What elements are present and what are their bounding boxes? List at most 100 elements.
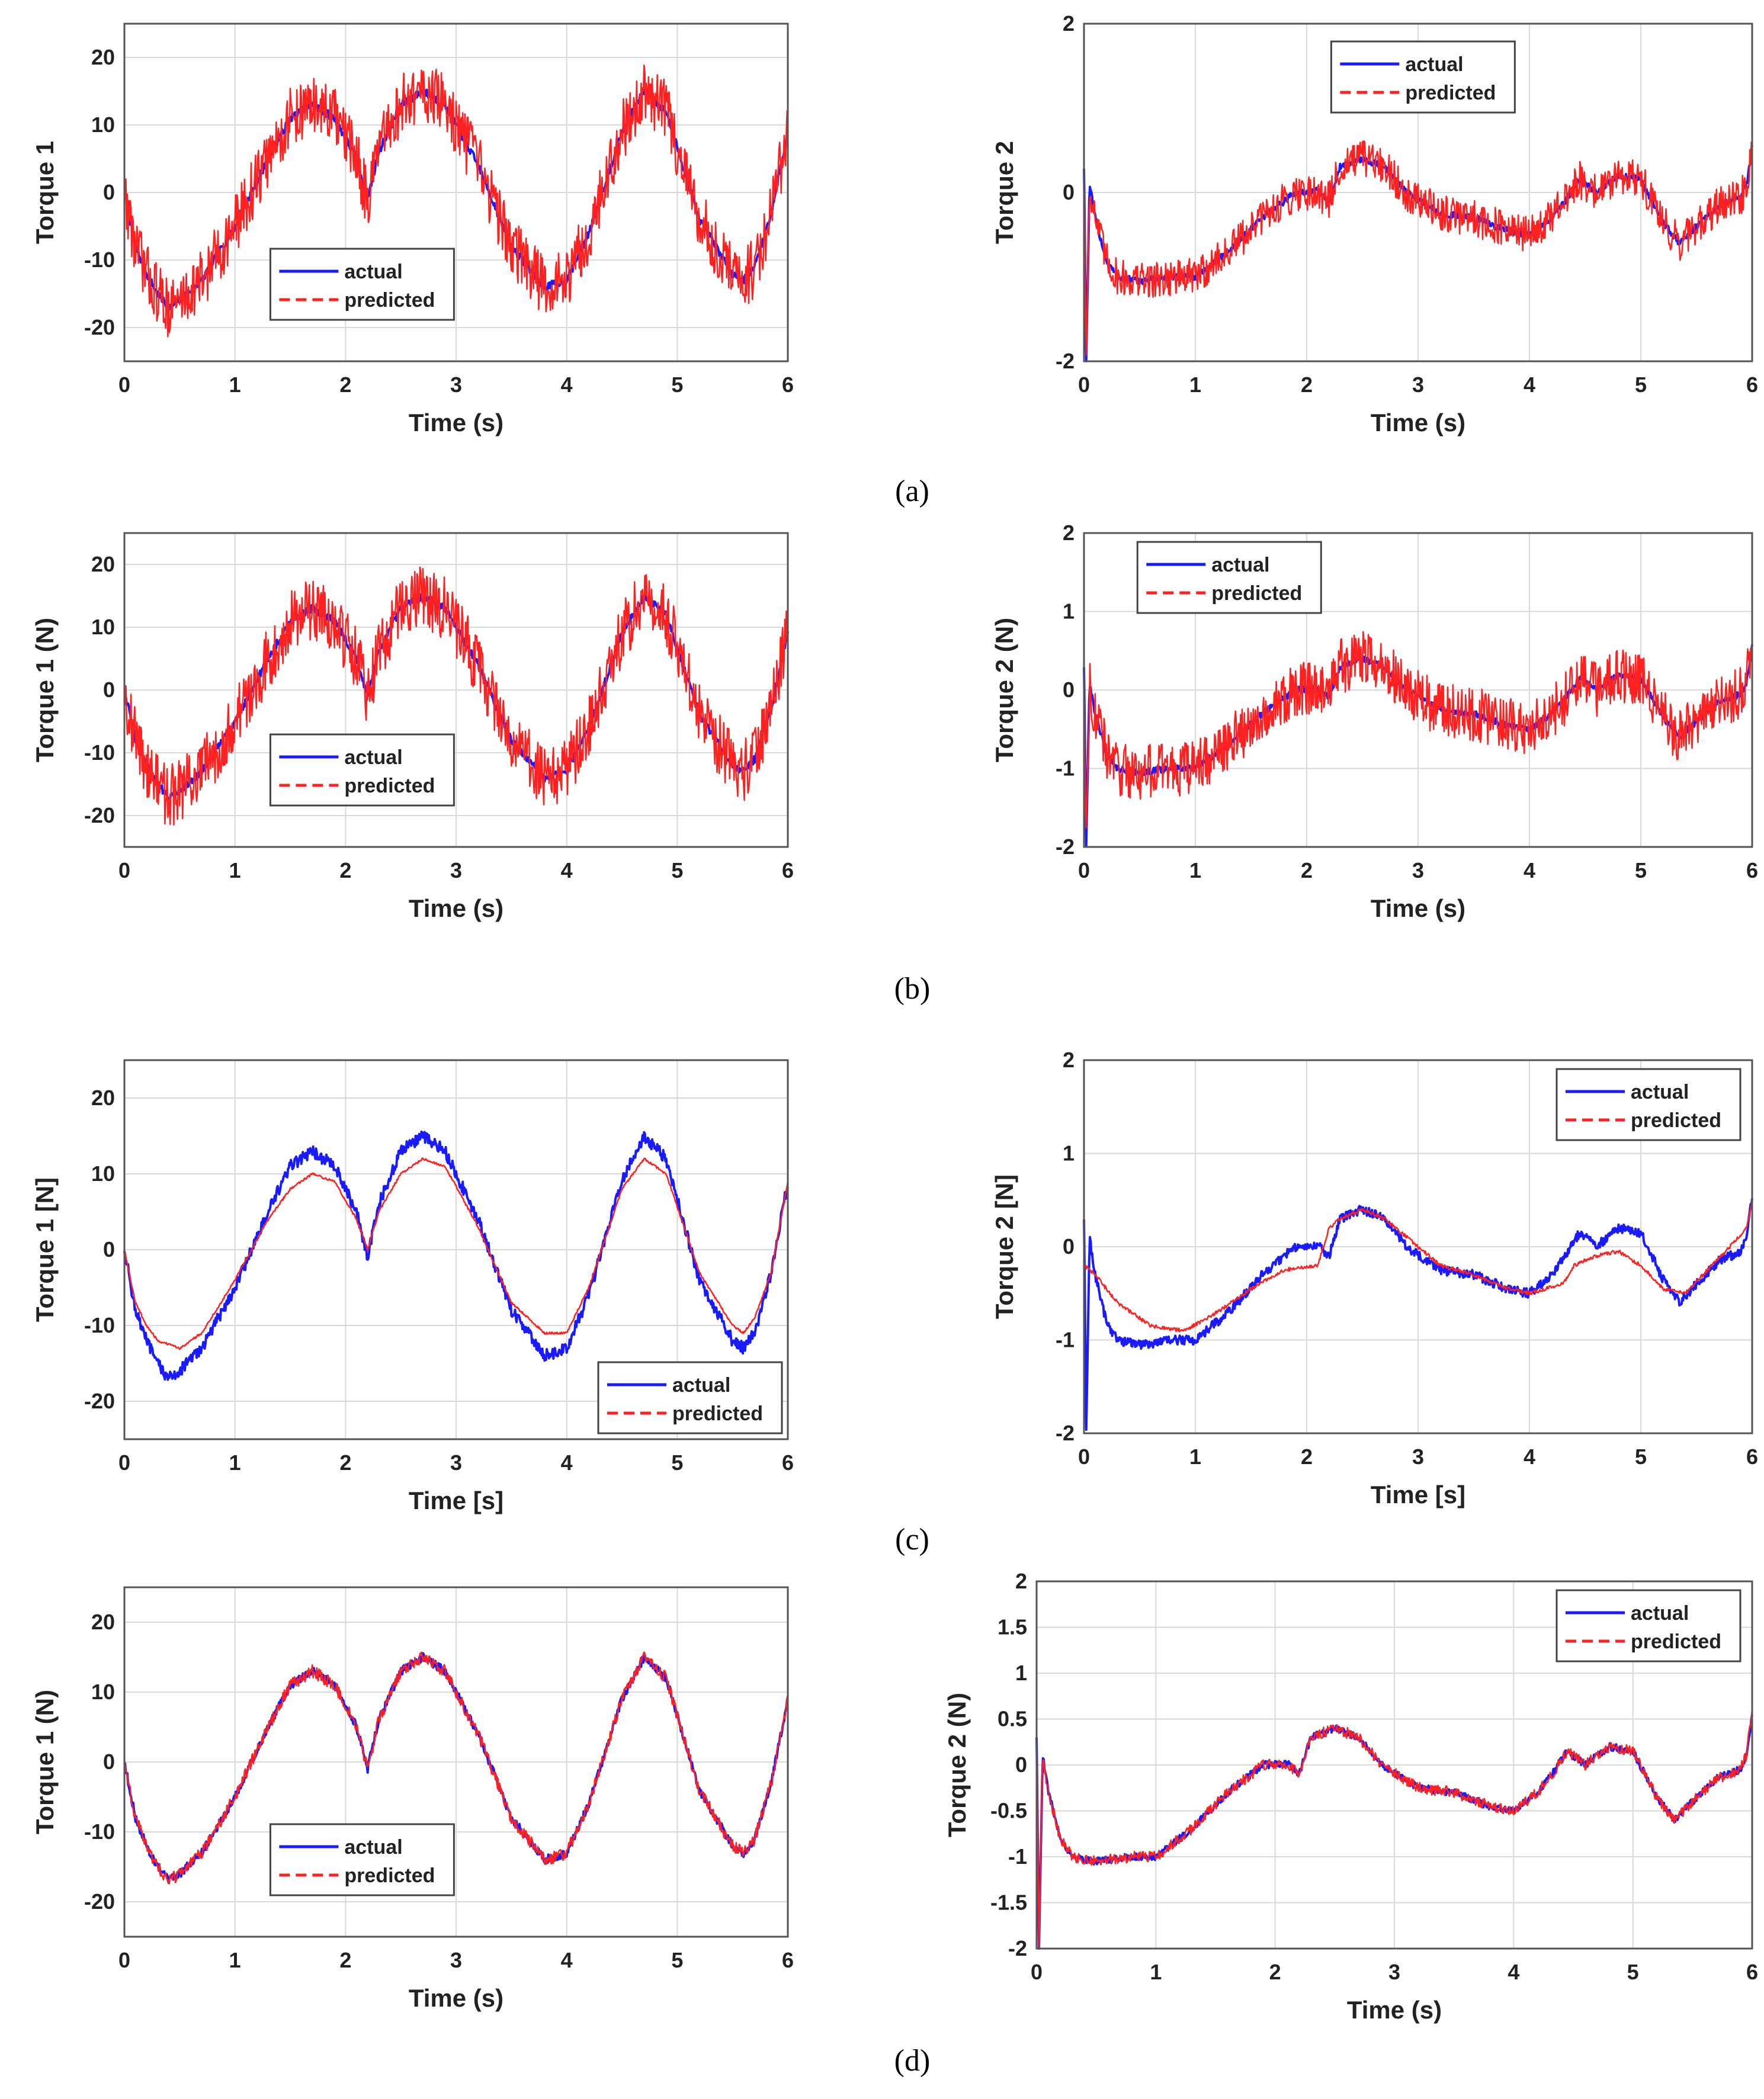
legend-box xyxy=(597,1361,783,1434)
y-tick-label: 10 xyxy=(91,1161,115,1186)
legend-label-actual: actual xyxy=(344,1836,402,1859)
x-axis-label: Time [s] xyxy=(1371,1481,1465,1509)
chart-d-torque1: 0 1 2 3 4 5 6 -20 -10 0 10 20 Time (s) Torque 1 (N) ac… xyxy=(31,1586,794,2012)
x-tick-label: 6 xyxy=(1746,858,1758,882)
series-predicted xyxy=(123,64,789,338)
legend: actual predicted xyxy=(269,1823,455,1896)
x-tick-label: 6 xyxy=(782,858,794,882)
y-tick-label: 0 xyxy=(103,1750,115,1774)
x-tick-label: 5 xyxy=(671,1450,683,1475)
y-tick-label: -20 xyxy=(84,1389,115,1413)
x-tick-label: 0 xyxy=(118,1450,130,1475)
legend-label-actual: actual xyxy=(1405,53,1463,76)
x-axis-label: Time (s) xyxy=(1347,1996,1442,2024)
x-tick-label: 3 xyxy=(450,858,462,882)
x-tick-label: 1 xyxy=(229,1450,241,1475)
y-tick-label: 10 xyxy=(91,113,115,137)
x-tick-label: 5 xyxy=(671,1948,683,1972)
chart-b-torque2: 0 1 2 3 4 5 6 -2 -1 0 1 2 Time (s) Torque 2 (N) actual… xyxy=(990,521,1758,922)
legend-label-predicted: predicted xyxy=(1631,1631,1721,1653)
legend-box xyxy=(269,248,455,321)
x-tick-label: 4 xyxy=(1524,373,1535,397)
x-tick-label: 3 xyxy=(1388,1960,1400,1984)
x-tick-label: 5 xyxy=(671,373,683,397)
y-tick-label: 2 xyxy=(1063,1048,1075,1072)
legend-label-actual: actual xyxy=(1211,554,1269,576)
x-tick-label: 1 xyxy=(1189,1445,1201,1469)
y-tick-label: 1 xyxy=(1063,599,1075,624)
x-tick-label: 2 xyxy=(339,858,351,882)
x-tick-label: 6 xyxy=(782,1948,794,1972)
x-tick-label: 5 xyxy=(1635,1445,1647,1469)
y-tick-label: 0 xyxy=(1063,1234,1075,1259)
y-tick-label: -10 xyxy=(84,1313,115,1337)
y-tick-label: 10 xyxy=(91,615,115,639)
x-tick-label: 0 xyxy=(1031,1960,1043,1984)
y-axis-label: Torque 2 (N) xyxy=(990,618,1018,762)
y-tick-label: -2 xyxy=(1008,1936,1027,1960)
legend: actual predicted xyxy=(1555,1068,1741,1141)
y-tick-label: 0 xyxy=(103,180,115,204)
x-tick-label: 5 xyxy=(1635,373,1647,397)
legend: actual predicted xyxy=(1136,541,1322,614)
y-axis-label: Torque 2 (N) xyxy=(943,1693,971,1837)
y-tick-label: -1 xyxy=(1056,756,1075,781)
y-tick-label: 20 xyxy=(91,1610,115,1634)
x-tick-label: 4 xyxy=(561,858,573,882)
x-tick-label: 6 xyxy=(1746,1445,1758,1469)
y-tick-label: -1.5 xyxy=(990,1891,1027,1915)
legend-label-actual: actual xyxy=(344,261,402,283)
x-tick-label: 0 xyxy=(1078,1445,1090,1469)
x-tick-label: 5 xyxy=(671,858,683,882)
x-tick-label: 2 xyxy=(339,1450,351,1475)
series-predicted xyxy=(1083,631,1753,829)
y-axis-label: Torque 1 (N) xyxy=(31,1690,59,1834)
x-axis-label: Time (s) xyxy=(1371,409,1465,437)
x-tick-label: 3 xyxy=(1412,1445,1424,1469)
axes-frame xyxy=(1035,1580,1753,1950)
x-tick-label: 2 xyxy=(1269,1960,1281,1984)
legend-box xyxy=(1555,1068,1741,1141)
x-tick-label: 5 xyxy=(1635,858,1647,882)
y-tick-label: -2 xyxy=(1056,835,1075,859)
caption-d: (d) xyxy=(894,2044,931,2078)
legend-label-predicted: predicted xyxy=(1211,582,1302,605)
y-tick-label: -20 xyxy=(84,1889,115,1914)
x-tick-label: 3 xyxy=(1412,858,1424,882)
series-predicted xyxy=(1083,140,1753,356)
x-tick-label: 2 xyxy=(339,1948,351,1972)
series-actual xyxy=(123,1130,789,1381)
x-tick-label: 0 xyxy=(1078,858,1090,882)
y-axis-label: Torque 2 [N] xyxy=(990,1174,1018,1319)
legend: actual predicted xyxy=(1330,40,1516,114)
x-tick-label: 1 xyxy=(1189,858,1201,882)
series-predicted xyxy=(1035,1709,1753,1950)
legend: actual predicted xyxy=(1555,1589,1741,1662)
axes-frame xyxy=(123,532,789,848)
series-predicted xyxy=(123,1651,789,1885)
y-tick-label: 1 xyxy=(1063,1141,1075,1166)
legend: actual predicted xyxy=(269,248,455,321)
y-tick-label: 0 xyxy=(1015,1753,1027,1777)
y-tick-label: 20 xyxy=(91,552,115,576)
x-tick-label: 0 xyxy=(118,1948,130,1972)
chart-c-torque1: 0 1 2 3 4 5 6 -20 -10 0 10 20 Time [s] Torque 1 [N] ac… xyxy=(31,1059,794,1514)
legend-box xyxy=(1136,541,1322,614)
legend-label-predicted: predicted xyxy=(1631,1109,1721,1132)
x-tick-label: 2 xyxy=(1301,373,1313,397)
x-tick-label: 3 xyxy=(1412,373,1424,397)
x-axis-label: Time (s) xyxy=(1371,894,1465,922)
axes-frame xyxy=(123,1586,789,1938)
y-tick-label: -2 xyxy=(1056,1421,1075,1445)
x-tick-label: 1 xyxy=(1189,373,1201,397)
axes-frame xyxy=(123,1059,789,1440)
legend: actual predicted xyxy=(597,1361,783,1434)
x-tick-label: 6 xyxy=(1746,1960,1758,1984)
caption-c: (c) xyxy=(895,1523,929,1556)
y-axis-label: Torque 1 xyxy=(31,141,59,244)
series-actual xyxy=(1083,1198,1753,1431)
x-tick-label: 6 xyxy=(782,1450,794,1475)
series-predicted xyxy=(123,566,789,826)
x-tick-label: 3 xyxy=(450,1948,462,1972)
y-tick-label: 1 xyxy=(1015,1661,1027,1685)
